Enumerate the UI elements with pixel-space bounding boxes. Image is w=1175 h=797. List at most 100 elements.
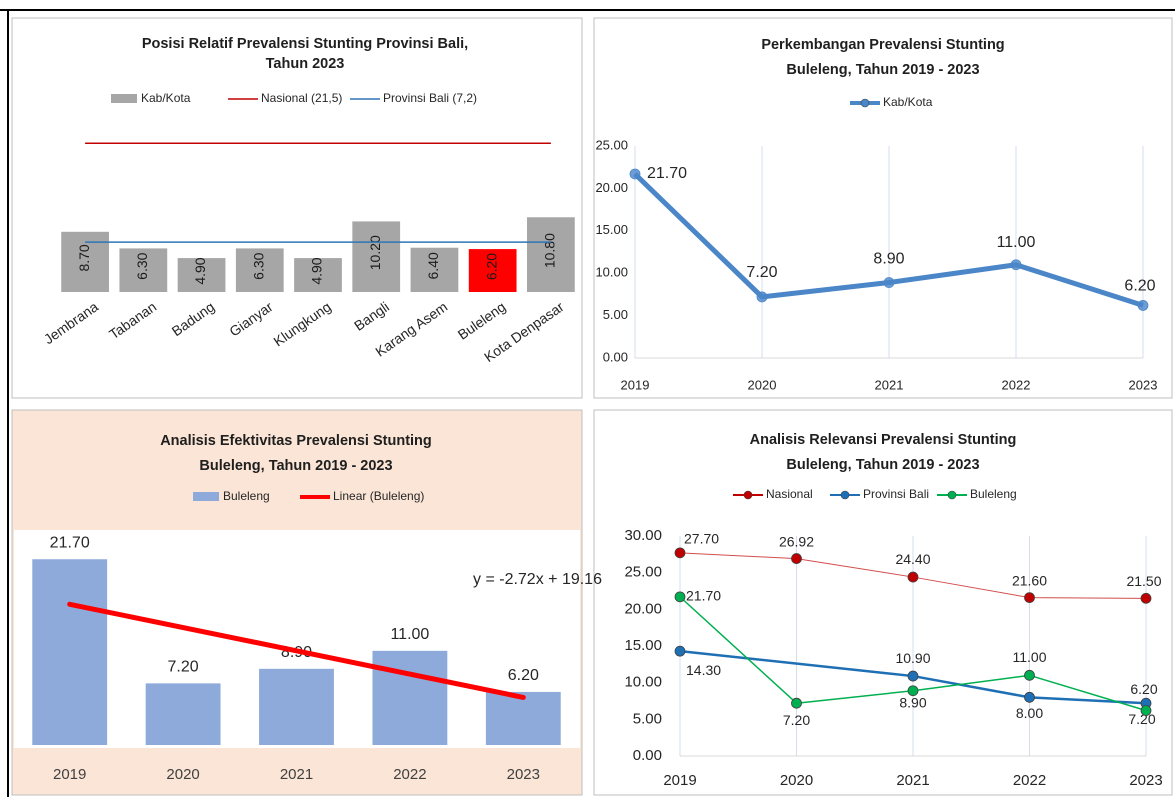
legend-marker: [860, 98, 870, 108]
y-tick-label: 25.00: [595, 137, 628, 152]
y-tick-label: 10.00: [624, 674, 662, 691]
legend-swatch: [111, 94, 137, 103]
value-label: 10.90: [895, 650, 930, 666]
y-tick-label: 15.00: [595, 222, 628, 237]
marker: [1140, 705, 1152, 716]
marker: [1140, 592, 1152, 604]
value-label: 21.50: [1126, 573, 1161, 589]
legend-label: Buleleng: [970, 487, 1017, 501]
x-tick-label: 2021: [896, 772, 929, 789]
marker: [907, 670, 919, 682]
bar: [119, 248, 168, 292]
x-tick-label: 2020: [780, 772, 813, 789]
y-tick-label: 10.00: [595, 265, 628, 280]
x-tick-label: 2019: [53, 766, 86, 783]
x-tick-label: 2023: [507, 766, 540, 783]
bar: [468, 249, 517, 292]
value-label: 8.00: [1016, 705, 1043, 721]
x-tick-label: 2020: [748, 377, 777, 392]
bar: [372, 650, 448, 745]
legend-label: Nasional (21,5): [261, 91, 342, 105]
bar: [294, 258, 342, 292]
value-label: 21.60: [1012, 572, 1047, 588]
legend-label: Provinsi Bali (7,2): [383, 91, 477, 105]
panel: [593, 17, 1173, 399]
value-label: 4.90: [192, 257, 208, 284]
legend-marker: [840, 490, 850, 500]
chart-title: Buleleng, Tahun 2019 - 2023: [786, 457, 979, 473]
y-tick-label: 25.00: [624, 564, 662, 581]
x-tick-label: 2022: [393, 766, 426, 783]
value-label: 7.20: [746, 264, 777, 281]
value-label: 21.70: [50, 534, 90, 551]
marker: [1137, 300, 1149, 311]
legend-swatch: [193, 492, 219, 501]
value-label: 24.40: [895, 551, 930, 567]
value-label: 10.20: [367, 235, 383, 270]
y-tick-label: 0.00: [603, 349, 628, 364]
value-label: 6.30: [250, 252, 266, 279]
bar: [485, 691, 561, 745]
marker: [756, 291, 768, 303]
marker: [674, 591, 686, 603]
series-line: [679, 649, 1147, 705]
bar: [352, 221, 401, 292]
legend-label: Buleleng: [223, 489, 270, 503]
legend-label: Kab/Kota: [883, 95, 933, 109]
legend-marker: [743, 490, 753, 500]
marker: [674, 547, 686, 559]
x-tick-label: 2021: [875, 377, 904, 392]
x-tick-label: 2021: [280, 766, 313, 783]
marker: [674, 645, 686, 657]
bar: [527, 217, 575, 292]
y-tick-label: 5.00: [603, 307, 628, 322]
marker: [1010, 259, 1022, 271]
bar: [32, 559, 108, 745]
value-label: 11.00: [390, 626, 429, 643]
value-label: 14.30: [686, 662, 721, 678]
marker: [907, 571, 919, 583]
chart-title: Perkembangan Prevalensi Stunting: [761, 37, 1004, 53]
value-label: 7.20: [168, 659, 199, 676]
marker: [1024, 592, 1035, 603]
y-tick-label: 15.00: [624, 637, 662, 654]
marker: [791, 697, 802, 709]
value-label: 27.70: [684, 531, 719, 547]
value-label: 8.70: [76, 244, 92, 271]
value-label: 4.90: [309, 257, 325, 284]
marker: [629, 168, 641, 180]
chart-title: Buleleng, Tahun 2019 - 2023: [786, 62, 979, 78]
x-tick-label: 2022: [1002, 377, 1031, 392]
value-label: 6.20: [1130, 681, 1157, 697]
panel: [593, 409, 1173, 796]
marker: [883, 277, 895, 288]
value-label: 8.90: [899, 694, 926, 710]
x-tick-label: 2019: [621, 377, 650, 392]
trendline: [67, 601, 526, 700]
value-label: 21.70: [686, 588, 721, 604]
value-label: 10.80: [542, 233, 558, 268]
x-tick-label: 2023: [1129, 377, 1158, 392]
legend-label: Provinsi Bali: [863, 487, 929, 501]
x-tick-label: 2020: [166, 766, 199, 783]
value-label: 6.20: [483, 253, 499, 280]
y-tick-label: 20.00: [624, 600, 662, 617]
chart-title: Analisis Relevansi Prevalensi Stunting: [750, 432, 1017, 448]
bar: [145, 683, 221, 745]
value-label: 11.00: [1013, 649, 1047, 665]
x-tick-label: 2023: [1129, 772, 1162, 789]
value-label: 6.40: [425, 252, 441, 279]
y-tick-label: 5.00: [633, 710, 662, 727]
legend-label: Nasional: [766, 487, 813, 501]
marker: [791, 553, 802, 564]
y-tick-label: 20.00: [595, 180, 628, 195]
value-label: 6.30: [134, 252, 150, 279]
marker: [1024, 669, 1035, 681]
bar: [235, 248, 284, 292]
bar: [410, 247, 459, 292]
value-label: 8.90: [873, 251, 904, 268]
chart-title: Buleleng, Tahun 2019 - 2023: [199, 458, 392, 474]
panel: [11, 17, 583, 399]
marker: [907, 685, 919, 697]
